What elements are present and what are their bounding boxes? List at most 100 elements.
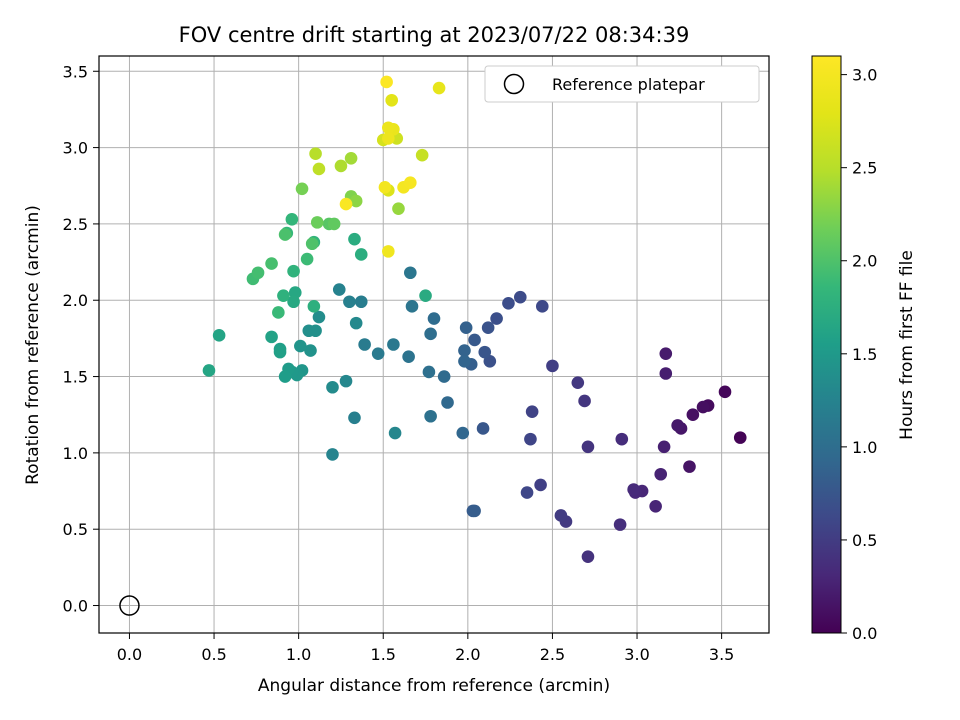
data-point — [733, 431, 747, 444]
colorbar-ticks: 0.0 0.5 1.0 1.5 2.0 2.5 3.0 — [841, 66, 877, 643]
data-point — [212, 329, 226, 342]
data-point — [546, 359, 559, 373]
colorbar-tick-label: 3.0 — [852, 66, 877, 85]
data-point — [659, 367, 673, 380]
data-point — [476, 422, 490, 435]
data-point — [627, 483, 640, 496]
data-point — [654, 467, 668, 481]
y-tick-label: 2.5 — [63, 215, 88, 234]
colorbar-label: Hours from first FF file — [897, 250, 917, 440]
data-point — [348, 232, 361, 246]
data-point — [332, 283, 346, 296]
x-tick-label: 0.0 — [117, 645, 142, 664]
data-point — [349, 316, 363, 330]
data-point — [696, 400, 710, 414]
x-tick-label: 2.5 — [540, 645, 565, 664]
x-axis-label: Angular distance from reference (arcmin) — [258, 676, 610, 696]
data-point — [525, 405, 539, 418]
data-point — [437, 370, 451, 383]
data-points — [202, 75, 747, 563]
data-point — [649, 500, 662, 513]
data-point — [354, 248, 368, 261]
data-point — [348, 411, 361, 425]
y-tick-label: 3.0 — [63, 139, 88, 158]
data-point — [468, 333, 481, 347]
data-point — [265, 330, 278, 344]
data-point — [581, 440, 595, 454]
data-point — [278, 370, 292, 383]
data-point — [310, 216, 324, 229]
data-point — [309, 147, 322, 160]
colorbar-tick-label: 0.5 — [852, 531, 877, 550]
data-point — [287, 264, 300, 278]
data-point — [659, 347, 673, 360]
x-tick-label: 0.5 — [201, 645, 226, 664]
data-point — [424, 409, 437, 423]
y-ticks: 0.0 0.5 1.0 1.5 2.0 2.5 3.0 3.5 — [63, 62, 99, 616]
data-point — [295, 182, 309, 196]
data-point — [278, 228, 292, 241]
data-point — [349, 194, 363, 208]
data-point — [683, 460, 696, 473]
data-point — [343, 295, 356, 309]
data-point — [404, 176, 417, 189]
data-point — [459, 321, 473, 335]
grid — [99, 56, 769, 633]
data-point — [405, 300, 419, 313]
data-point — [427, 312, 441, 325]
data-point — [265, 257, 278, 270]
colorbar-gradient — [811, 55, 842, 634]
y-tick-label: 1.0 — [63, 444, 88, 463]
data-point — [671, 419, 684, 432]
data-point — [613, 518, 627, 531]
data-point — [251, 266, 265, 280]
data-point — [326, 448, 339, 461]
data-point — [378, 180, 392, 194]
data-point — [382, 132, 395, 145]
data-point — [718, 385, 732, 399]
data-point — [385, 93, 399, 107]
x-tick-label: 3.0 — [624, 645, 649, 664]
data-point — [312, 310, 326, 324]
data-point — [657, 440, 671, 454]
data-point — [615, 432, 629, 446]
data-point — [382, 121, 395, 135]
data-point — [344, 151, 358, 165]
data-point — [554, 509, 568, 522]
data-point — [388, 426, 402, 440]
x-ticks: 0.0 0.5 1.0 1.5 2.0 2.5 3.0 3.5 — [117, 633, 734, 664]
data-point — [358, 338, 371, 351]
data-point — [307, 300, 321, 313]
data-point — [339, 374, 353, 388]
data-point — [458, 344, 471, 357]
y-tick-label: 2.0 — [63, 291, 88, 310]
data-point — [312, 162, 326, 176]
data-point — [513, 290, 527, 304]
data-point — [571, 376, 585, 389]
data-point — [478, 345, 492, 359]
data-point — [422, 365, 436, 379]
data-point — [581, 550, 595, 563]
data-point — [327, 217, 341, 231]
y-axis-label: Rotation from reference (arcmin) — [23, 205, 43, 485]
data-point — [578, 394, 591, 408]
data-point — [287, 295, 300, 309]
data-point — [339, 197, 353, 211]
x-tick-label: 2.0 — [455, 645, 480, 664]
data-point — [535, 300, 549, 313]
data-point — [404, 266, 417, 280]
data-point — [387, 338, 400, 351]
data-point — [534, 478, 547, 492]
data-point — [285, 213, 299, 226]
legend: Reference platepar — [484, 65, 760, 103]
colorbar-tick-label: 1.0 — [852, 438, 877, 457]
data-point — [392, 202, 405, 215]
data-point — [490, 312, 503, 325]
data-point — [456, 426, 470, 440]
data-point — [273, 345, 287, 359]
colorbar-tick-label: 2.5 — [852, 159, 877, 178]
data-point — [524, 432, 537, 446]
y-tick-label: 0.0 — [63, 597, 88, 616]
data-point — [304, 344, 317, 357]
chart-title: FOV centre drift starting at 2023/07/22 … — [179, 23, 690, 47]
